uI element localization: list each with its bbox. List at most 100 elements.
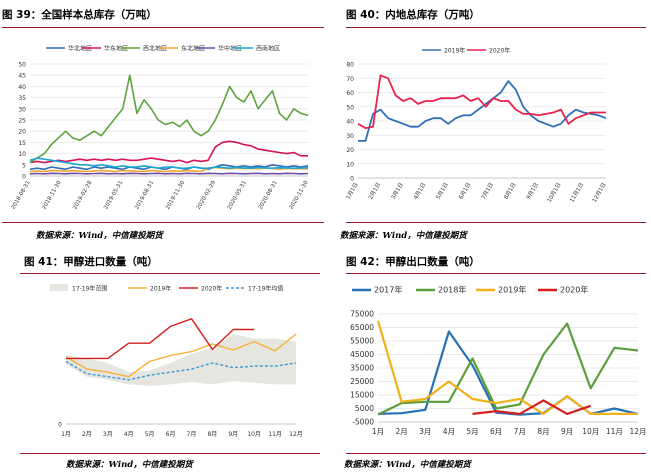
x-tick-label: 8月 (537, 427, 549, 436)
x-tick-label: 12月1日 (591, 182, 608, 204)
legend-label: 2019年 (150, 285, 171, 293)
y-tick-label: 45000 (350, 350, 374, 359)
y-tick-label: 35 (18, 95, 26, 102)
x-tick-label: 4月 (443, 427, 455, 436)
panel-fig41: 图 41：甲醇进口数量（吨） 020.0万40.0万60.0万80.0万100.… (0, 246, 325, 474)
legend-label: 2019年 (444, 47, 465, 55)
x-tick-label: 8月1日 (502, 182, 517, 201)
x-tick-label: 2020-11-30 (289, 180, 310, 211)
panel-fig42: 图 42：甲醇出口数量（吨） -5000 5000 15000 25000 35000 4… (326, 246, 651, 474)
divider (346, 222, 646, 223)
y-tick-label: 10 (18, 151, 26, 158)
series-line-2019年 (358, 80, 607, 142)
legend-label: 西北地区 (143, 45, 167, 53)
legend-label: 2020年 (489, 47, 510, 55)
y-tick-label: 35000 (350, 364, 374, 373)
x-tick-label: 3月1日 (390, 182, 405, 201)
legend-label: 华中地区 (218, 45, 242, 53)
y-tick-label: 15000 (350, 391, 374, 400)
legend-label: 华北地区 (68, 45, 92, 53)
x-tick-label: 2020-05-31 (227, 180, 248, 211)
x-tick-label: 5月 (145, 431, 155, 438)
divider (20, 453, 320, 454)
series-line-17-19年均值 (65, 360, 297, 381)
x-tick-label: 11月 (606, 427, 623, 436)
x-tick-label: 5月 (466, 427, 478, 436)
x-tick-label: 4月1日 (412, 182, 427, 201)
y-tick-label: 0 (22, 174, 26, 181)
series-line-西南地区 (29, 157, 308, 169)
chart-import-volume: 020.0万40.0万60.0万80.0万100.0万120.0万140.0万1… (50, 284, 303, 438)
series-line-2019年 (65, 333, 297, 378)
y-tick-label: 25 (18, 118, 26, 125)
divider (2, 27, 324, 29)
x-tick-label: 11月1日 (568, 182, 585, 204)
legend-label: 17-19年范围 (72, 285, 107, 293)
y-tick-label: -5000 (352, 418, 374, 427)
y-tick-label: 20 (18, 129, 26, 136)
y-tick-label: 10 (346, 161, 354, 168)
range-band (66, 334, 296, 386)
series-line-2018年 (377, 322, 639, 416)
x-tick-label: 6月1日 (457, 182, 472, 201)
x-tick-label: 2月 (395, 427, 407, 436)
chart-inventory-national: 0 5 10 15 20 25 30 35 40 45 50 2018-08-31 2018-11-30… (11, 45, 310, 211)
x-tick-label: 8月 (207, 431, 217, 438)
x-tick-label: 2020-02-29 (196, 180, 217, 211)
series-line-2020年 (357, 74, 606, 129)
y-tick-label: 40 (18, 84, 26, 91)
legend-label: 2020年 (201, 285, 222, 293)
x-tick-label: 1月 (372, 427, 384, 436)
x-tick-label: 2019-02-28 (72, 180, 93, 211)
y-tick-label: 75000 (350, 310, 374, 319)
divider (346, 27, 646, 29)
y-tick-label: 0 (350, 176, 354, 183)
x-tick-label: 2019-08-31 (134, 180, 155, 211)
x-tick-label: 7月 (514, 427, 526, 436)
x-tick-label: 9月 (561, 427, 573, 436)
chart-title: 图 41：甲醇进口数量（吨） (24, 256, 158, 268)
x-tick-label: 2019-11-30 (165, 180, 186, 211)
y-tick-label: 15 (18, 140, 26, 147)
legend-label: 2018年 (438, 285, 466, 295)
chart-title: 图 39：全国样本总库存（万吨） (2, 9, 157, 21)
x-tick-label: 1月 (61, 431, 71, 438)
y-tick-label: 25000 (350, 377, 374, 386)
legend-label: 西南地区 (256, 45, 280, 53)
x-tick-label: 5月1日 (435, 182, 450, 201)
chart-inventory-inland: 0 10 20 30 40 50 60 70 80 1月1日 2月1日 3月1日 4月1日 5月1日 6月1… (345, 47, 608, 204)
x-tick-label: 2019-05-31 (103, 180, 124, 211)
x-tick-label: 3月 (419, 427, 431, 436)
x-tick-label: 7月 (187, 431, 197, 438)
divider (20, 273, 320, 275)
y-tick-label: 55000 (350, 337, 374, 346)
y-tick-label: 0 (58, 422, 62, 429)
x-tick-label: 6月 (166, 431, 176, 438)
x-tick-label: 6月 (490, 427, 502, 436)
chart-export-volume: -5000 5000 15000 25000 35000 45000 55000 65000 7… (350, 285, 646, 437)
x-tick-label: 2月 (82, 431, 92, 438)
x-tick-label: 12月 (629, 427, 646, 436)
source-note: 数据来源：Wind，中信建投期货 (66, 460, 193, 470)
x-tick-label: 12月 (289, 431, 303, 438)
panel-fig39: 图 39：全国样本总库存（万吨） 0 5 10 15 20 25 30 35 40 45 50 201… (0, 0, 325, 241)
y-tick-label: 5 (22, 162, 26, 169)
x-tick-label: 2020-08-31 (258, 180, 279, 211)
y-tick-label: 40 (346, 119, 354, 126)
series-line-2020年 (66, 318, 255, 360)
series-line-华东地区 (29, 140, 308, 164)
y-tick-label: 5000 (355, 404, 374, 413)
legend-label: 2019年 (498, 285, 526, 295)
x-tick-label: 10月1日 (546, 182, 563, 204)
legend-swatch (50, 284, 68, 291)
divider (2, 222, 324, 223)
chart-title: 图 42：甲醇出口数量（吨） (346, 256, 480, 268)
divider (346, 273, 646, 275)
y-tick-label: 20 (346, 147, 354, 154)
series-line-西北地区 (29, 74, 309, 164)
x-tick-label: 10月 (582, 427, 599, 436)
chart-title: 图 40：内地总库存（万吨） (346, 9, 480, 21)
x-tick-label: 7月1日 (480, 182, 495, 201)
divider (346, 453, 646, 454)
y-tick-label: 60 (346, 90, 354, 97)
